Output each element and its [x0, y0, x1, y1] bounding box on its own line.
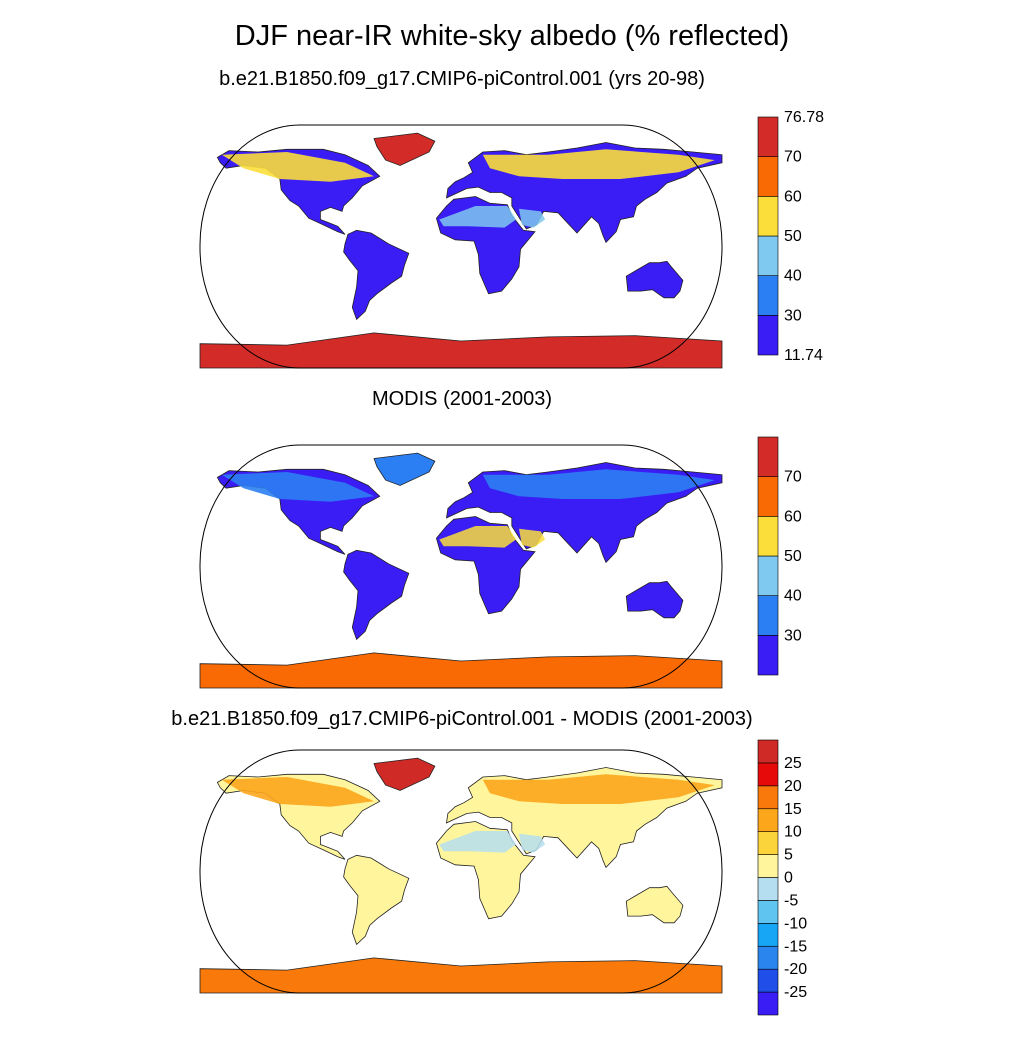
panel-1-continents — [199, 132, 723, 369]
colorbar-label: 5 — [784, 847, 793, 864]
colorbar-swatch-3 — [757, 196, 779, 237]
colorbar-label: 60 — [784, 188, 802, 205]
colorbar-label: 50 — [784, 548, 802, 565]
panel-3-map: 25 20 15 10 5 0 -5 -10 -15 -20 -25 — [199, 739, 807, 1016]
colorbar-swatch-10 — [757, 762, 779, 787]
panel-1-subtitle: b.e21.B1850.f09_g17.CMIP6-piControl.001 … — [219, 68, 705, 90]
continent-greenland — [373, 757, 436, 791]
colorbar-label: 0 — [784, 870, 793, 887]
colorbar-label: 40 — [784, 268, 802, 285]
panel-2-continents — [199, 452, 723, 689]
colorbar-swatch-9 — [757, 785, 779, 810]
region-north-america-high-lat — [221, 472, 374, 502]
continent-australia — [625, 580, 684, 619]
colorbar-swatch-2 — [757, 945, 779, 970]
colorbar-swatch-1 — [757, 275, 779, 316]
colorbar-swatch-0 — [757, 635, 779, 676]
continent-australia — [625, 260, 684, 299]
colorbar-label: 25 — [784, 755, 802, 772]
colorbar-label: 76.78 — [784, 109, 824, 126]
colorbar-swatch-4 — [757, 156, 779, 197]
colorbar-swatch-5 — [757, 116, 779, 157]
panel-2-map: 70 60 50 40 30 — [199, 436, 802, 689]
panel-3-colorbar: 25 20 15 10 5 0 -5 -10 -15 -20 -25 — [757, 739, 807, 1016]
region-north-america-high-lat — [221, 152, 374, 182]
continent-australia — [625, 885, 684, 924]
continent-greenland — [373, 132, 436, 166]
colorbar-label: -15 — [784, 938, 807, 955]
panel-1-colorbar: 76.78 70 60 50 40 30 11.74 — [757, 109, 824, 364]
colorbar-label: 50 — [784, 228, 802, 245]
colorbar-label: 60 — [784, 508, 802, 525]
colorbar-swatch-1 — [757, 968, 779, 993]
colorbar-label: 30 — [784, 627, 802, 644]
colorbar-swatch-6 — [757, 854, 779, 878]
region-eurasia-high-lat — [482, 774, 715, 804]
colorbar-label: 40 — [784, 588, 802, 605]
colorbar-label: 11.74 — [784, 347, 823, 364]
continent-antarctica — [199, 332, 723, 369]
continent-south-america — [343, 229, 410, 321]
region-arabia — [519, 833, 546, 853]
colorbar-swatch-0 — [757, 315, 779, 356]
region-eurasia-high-lat — [482, 469, 715, 499]
continent-antarctica — [199, 652, 723, 689]
colorbar-swatch-8 — [757, 808, 779, 832]
colorbar-swatch-3 — [757, 923, 779, 947]
figure-title: DJF near-IR white-sky albedo (% reflecte… — [234, 20, 790, 52]
region-sahara — [439, 831, 517, 853]
continent-south-america — [343, 854, 410, 946]
region-arabia — [519, 208, 546, 228]
colorbar-label: 15 — [784, 801, 802, 818]
colorbar-label: 20 — [784, 778, 802, 795]
continent-south-america — [343, 549, 410, 641]
panel-3-map-frame — [199, 749, 723, 994]
colorbar-swatch-1 — [757, 595, 779, 636]
region-sahara — [439, 526, 517, 548]
region-arabia — [519, 528, 546, 548]
colorbar-swatch-4 — [757, 476, 779, 517]
region-eurasia-high-lat — [482, 149, 715, 179]
colorbar-label: -25 — [784, 984, 807, 1001]
colorbar-swatch-2 — [757, 555, 779, 596]
region-north-america-high-lat — [221, 777, 374, 807]
colorbar-swatch-3 — [757, 516, 779, 557]
colorbar-swatch-0 — [757, 991, 779, 1016]
colorbar-swatch-2 — [757, 235, 779, 276]
panel-2-colorbar: 70 60 50 40 30 — [757, 436, 802, 676]
colorbar-label: -5 — [784, 892, 798, 909]
colorbar-label: -20 — [784, 961, 807, 978]
colorbar-label: -10 — [784, 915, 807, 932]
panel-3-subtitle: b.e21.B1850.f09_g17.CMIP6-piControl.001 … — [171, 708, 753, 730]
continent-antarctica — [199, 957, 723, 994]
colorbar-label: 30 — [784, 307, 802, 324]
panel-1-map-frame — [199, 124, 723, 369]
colorbar-swatch-7 — [757, 831, 779, 855]
colorbar-swatch-4 — [757, 900, 779, 924]
continent-greenland — [373, 452, 436, 486]
panel-3-continents — [199, 757, 723, 994]
colorbar-label: 10 — [784, 824, 802, 841]
colorbar-swatch-5 — [757, 877, 779, 901]
region-sahara — [439, 206, 517, 228]
colorbar-swatch-11 — [757, 739, 779, 764]
panel-2-subtitle: MODIS (2001-2003) — [371, 388, 553, 410]
colorbar-swatch-5 — [757, 436, 779, 477]
colorbar-label: 70 — [784, 469, 802, 486]
panel-2-map-frame — [199, 444, 723, 689]
colorbar-label: 70 — [784, 149, 802, 166]
panel-1-map: 76.78 70 60 50 40 30 11.74 — [199, 109, 824, 369]
